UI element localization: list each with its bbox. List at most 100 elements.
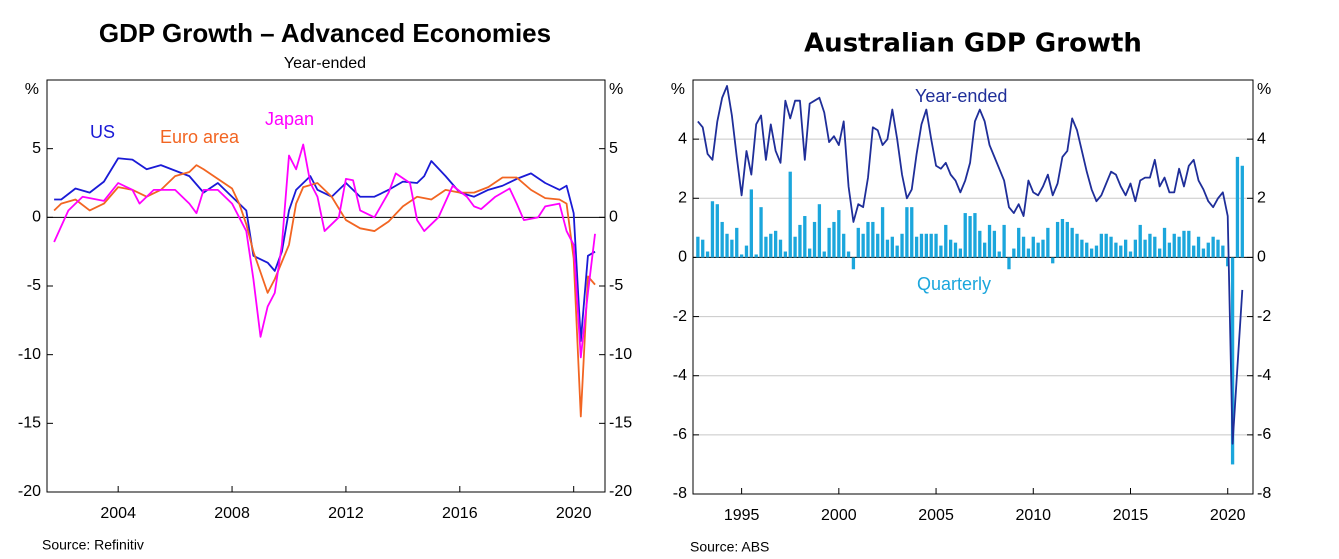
bar bbox=[846, 251, 851, 258]
y2-tick-label: 0 bbox=[609, 209, 618, 226]
bar bbox=[798, 224, 802, 258]
x-tick-label: 2000 bbox=[821, 507, 857, 524]
bar bbox=[1114, 242, 1118, 258]
bar bbox=[701, 239, 705, 258]
bar bbox=[968, 216, 972, 258]
bar bbox=[1128, 251, 1133, 258]
bar bbox=[725, 233, 729, 258]
y-tick-label: -2 bbox=[673, 308, 687, 325]
bar bbox=[1187, 230, 1191, 258]
bar bbox=[715, 204, 719, 258]
y-tick-label: -15 bbox=[18, 415, 41, 432]
bar bbox=[705, 251, 710, 258]
bar bbox=[803, 216, 807, 258]
bar bbox=[910, 207, 914, 258]
bar bbox=[1104, 233, 1108, 258]
bar bbox=[1051, 257, 1055, 264]
bar bbox=[924, 233, 928, 258]
x-tick-label: 2012 bbox=[328, 505, 364, 522]
y-tick-label: 5 bbox=[32, 140, 41, 157]
bar bbox=[1230, 257, 1235, 465]
bar bbox=[842, 233, 846, 258]
bar bbox=[783, 251, 788, 258]
bar bbox=[1017, 227, 1021, 258]
bar bbox=[1041, 239, 1045, 258]
bar bbox=[793, 236, 797, 258]
bar bbox=[861, 233, 865, 258]
bar bbox=[1172, 233, 1176, 258]
bar bbox=[735, 227, 739, 258]
bar bbox=[973, 213, 977, 258]
y2-tick-label: 4 bbox=[1257, 130, 1266, 147]
chart-subtitle: Year-ended bbox=[284, 55, 366, 72]
y2-tick-label: -8 bbox=[1257, 485, 1271, 502]
x-tick-label: 2015 bbox=[1113, 507, 1149, 524]
bar bbox=[832, 221, 836, 258]
bar bbox=[788, 171, 792, 258]
bar bbox=[1060, 218, 1065, 258]
bar bbox=[730, 239, 734, 258]
bar bbox=[1094, 245, 1099, 258]
source: Source: ABS bbox=[690, 539, 769, 555]
bar bbox=[1177, 236, 1181, 258]
bar bbox=[1099, 233, 1103, 258]
bar bbox=[978, 230, 982, 258]
line bbox=[697, 85, 1244, 445]
bar bbox=[1240, 165, 1244, 258]
bar bbox=[939, 245, 943, 258]
bar bbox=[1192, 245, 1196, 258]
y2-tick-label: -20 bbox=[609, 483, 632, 500]
bar bbox=[1119, 245, 1123, 258]
line bbox=[53, 164, 596, 418]
series-label: Year-ended bbox=[915, 86, 1007, 106]
bar bbox=[983, 242, 987, 258]
y-tick-label: -8 bbox=[673, 485, 687, 502]
bar bbox=[1109, 236, 1113, 258]
bar bbox=[997, 251, 1001, 258]
bar bbox=[720, 221, 724, 258]
bar bbox=[1123, 239, 1128, 258]
y-tick-label: 4 bbox=[678, 130, 687, 147]
bar bbox=[1089, 248, 1094, 258]
bar bbox=[856, 227, 860, 258]
plot-frame bbox=[692, 79, 1254, 495]
y-tick-label: -10 bbox=[18, 346, 41, 363]
bar bbox=[1070, 227, 1074, 258]
y-tick-label: 2 bbox=[678, 190, 687, 207]
bar bbox=[914, 236, 919, 258]
bar bbox=[710, 201, 715, 258]
bar bbox=[759, 207, 763, 258]
bar bbox=[1031, 236, 1035, 258]
bar bbox=[944, 224, 948, 258]
bar bbox=[808, 248, 812, 258]
bar bbox=[953, 242, 958, 258]
x-tick-label: 2010 bbox=[1015, 507, 1051, 524]
bar bbox=[987, 224, 992, 258]
y2-tick-label: -6 bbox=[1257, 426, 1271, 443]
bar bbox=[1235, 156, 1240, 258]
bar bbox=[754, 254, 758, 258]
series-label: Euro area bbox=[160, 127, 240, 147]
y2-axis-label: % bbox=[609, 81, 623, 98]
y2-axis-label: % bbox=[1257, 81, 1271, 98]
y2-tick-label: -15 bbox=[609, 415, 632, 432]
bar bbox=[749, 189, 753, 258]
y2-tick-label: -2 bbox=[1257, 308, 1271, 325]
x-tick-label: 2020 bbox=[1210, 507, 1246, 524]
bar bbox=[1046, 227, 1050, 258]
line bbox=[54, 157, 596, 342]
bar bbox=[773, 230, 778, 258]
y-tick-label: -5 bbox=[27, 277, 41, 294]
y2-tick-label: 5 bbox=[609, 140, 618, 157]
bar bbox=[837, 210, 841, 258]
bar bbox=[851, 257, 856, 270]
bar bbox=[817, 204, 822, 258]
bar bbox=[1182, 230, 1186, 258]
bar bbox=[880, 207, 885, 258]
bar bbox=[1221, 245, 1225, 258]
x-tick-label: 2016 bbox=[442, 505, 478, 522]
bar bbox=[1007, 257, 1011, 270]
y-tick-label: -20 bbox=[18, 483, 41, 500]
bar bbox=[934, 233, 938, 258]
